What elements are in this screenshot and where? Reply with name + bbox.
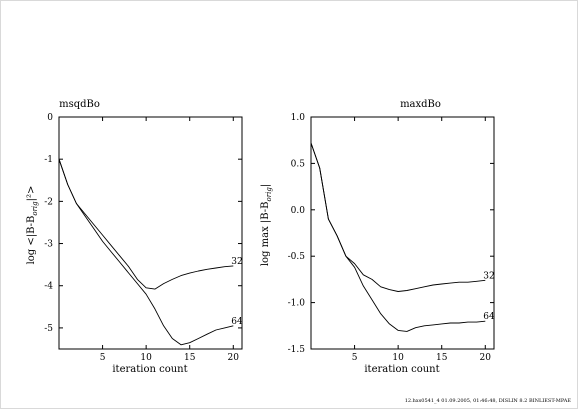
y-tick-label: -4 xyxy=(44,282,53,292)
series-label-64: 64 xyxy=(231,317,243,327)
x-axis: 5 10 15 20 xyxy=(100,117,240,363)
series-label-64: 64 xyxy=(483,312,495,322)
x-tick-label: 20 xyxy=(228,353,240,363)
y-axis-label-main: log max |B-B xyxy=(260,201,271,266)
series-label-32: 32 xyxy=(483,271,494,281)
y-axis-label-subscript: orig xyxy=(265,187,273,202)
y-tick-label: 0 xyxy=(47,113,53,123)
msqd-panel: msqdBo 0 -1 -2 -3 -4 -5 5 10 15 20 32 64 iteratio… xyxy=(26,99,243,375)
y-tick-label: -5 xyxy=(44,324,53,334)
plot-lines: 32 64 xyxy=(310,142,495,332)
y-axis-label: log <|B-Borig|²> xyxy=(26,186,39,265)
y-tick-label: 0.0 xyxy=(291,206,306,216)
chart-title: msqdBo xyxy=(59,99,100,110)
x-tick-label: 10 xyxy=(392,353,404,363)
y-tick-label: 0.5 xyxy=(291,159,306,169)
y-axis-label-tail: |²> xyxy=(26,186,37,202)
y-tick-label: -2 xyxy=(44,197,53,207)
plot-area xyxy=(58,116,243,350)
x-tick-label: 5 xyxy=(352,353,358,363)
y-axis-label-subscript: orig xyxy=(31,201,39,216)
y-axis-label-tail: | xyxy=(260,184,271,187)
x-tick-label: 10 xyxy=(140,353,152,363)
y-tick-label: -0.5 xyxy=(288,252,306,262)
series-line-64 xyxy=(310,142,486,332)
series-line-32 xyxy=(58,159,234,290)
y-tick-label: -1.5 xyxy=(288,345,306,355)
y-tick-label: -3 xyxy=(44,240,53,250)
y-tick-label: -1.0 xyxy=(288,299,306,309)
x-tick-label: 20 xyxy=(480,353,492,363)
y-tick-label: -1 xyxy=(44,155,53,165)
y-tick-label: 1.0 xyxy=(291,113,306,123)
plot-lines: 32 64 xyxy=(58,159,243,346)
x-tick-label: 15 xyxy=(184,353,196,363)
series-line-32 xyxy=(310,142,486,292)
y-axis-label: log max |B-Borig| xyxy=(260,184,273,266)
series-line-64 xyxy=(58,159,234,346)
y-axis: 0 -1 -2 -3 -4 -5 xyxy=(44,113,242,334)
series-label-32: 32 xyxy=(231,257,242,267)
y-axis: 1.0 0.5 0.0 -0.5 -1.0 -1.5 xyxy=(288,113,494,355)
x-tick-label: 5 xyxy=(100,353,106,363)
x-axis: 5 10 15 20 xyxy=(352,117,492,363)
y-axis-label-main: log <|B-B xyxy=(26,216,37,265)
x-axis-label: iteration count xyxy=(364,364,439,375)
footer-text: 12.hxs0541_4 01.09.2005, 01:46:48, DISLI… xyxy=(405,398,572,404)
x-tick-label: 15 xyxy=(436,353,448,363)
maxd-panel: maxdBo 1.0 0.5 0.0 -0.5 -1.0 -1.5 5 10 15 20 32 6… xyxy=(260,99,495,375)
chart-title: maxdBo xyxy=(400,99,441,110)
x-axis-label: iteration count xyxy=(112,364,187,375)
plot-area xyxy=(310,116,495,350)
